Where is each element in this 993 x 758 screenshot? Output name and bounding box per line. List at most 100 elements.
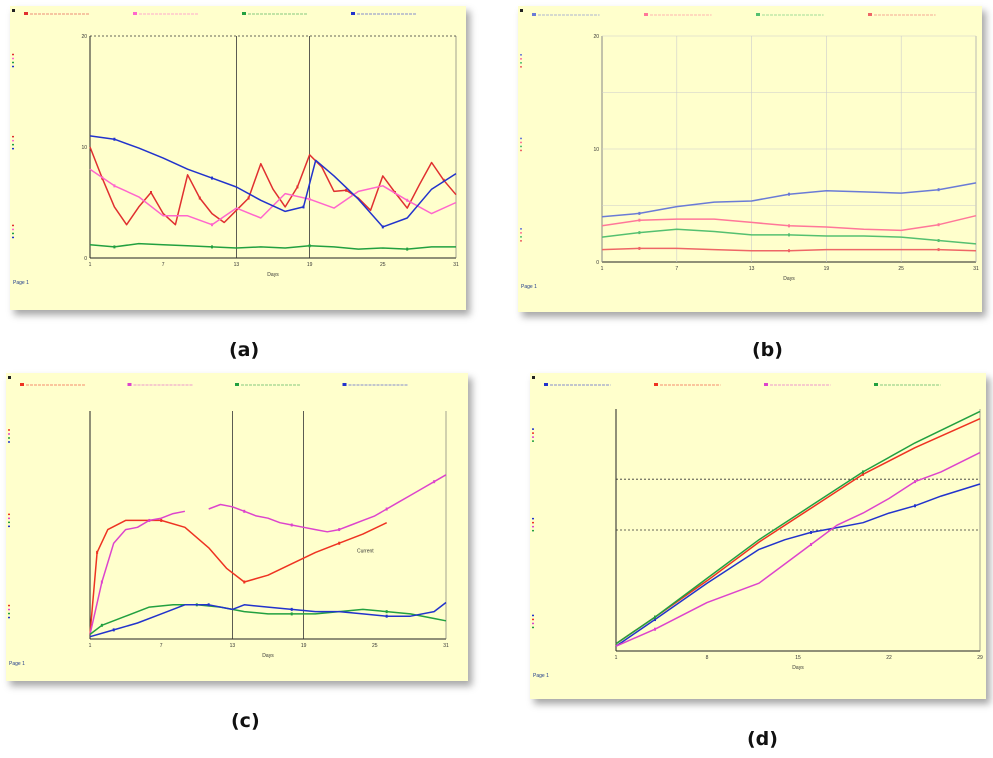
series-line-2 [89,510,186,635]
chart-panel-a: 1 7 13 19 25 31 0 10 20 Days Page 1 [10,6,466,310]
caption-c: (c) [231,710,260,732]
data-point-marker [937,239,940,243]
left-scale-mark [520,58,522,60]
x-tick-label: 13 [230,643,236,649]
data-point-marker [211,223,213,227]
data-point-marker [937,248,940,252]
legend-swatch-2 [127,383,132,386]
data-point-marker [207,603,210,607]
legend-swatch-3 [764,383,768,386]
data-point-marker [338,541,341,545]
x-tick-label: 19 [307,262,313,268]
chart-panel-c: 1 7 13 19 25 31 Days Page 1 Current [6,373,468,681]
left-scale-mark [12,224,14,227]
left-scale-mark [532,440,534,442]
left-scale-mark [12,61,14,64]
data-point-marker [914,504,916,508]
x-tick-label: 1 [615,655,618,661]
series-line-1 [615,483,981,647]
left-scale-mark [12,236,14,239]
left-scale-mark [12,139,14,142]
x-axis-title: Days [267,272,279,278]
x-tick-label: 1 [601,266,604,272]
x-tick-label: 19 [301,643,307,649]
x-tick-label: 13 [749,266,755,272]
left-scale-mark [532,428,534,430]
corner-marker [520,9,523,12]
data-point-marker [290,612,293,616]
x-axis-title: Days [783,276,795,282]
legend-swatch-3 [756,13,760,16]
y-tick-label: 20 [81,34,87,40]
left-scale-mark [8,513,10,516]
x-tick-label: 1 [89,643,92,649]
data-point-marker [788,224,790,228]
data-point-marker [638,231,641,235]
data-point-marker [638,211,641,215]
data-point-marker [914,480,916,484]
series-line-1 [601,182,977,218]
data-point-marker [100,623,103,627]
left-scale-mark [532,436,534,438]
legend-swatch-3 [242,12,246,15]
x-tick-label: 31 [443,643,449,649]
data-point-marker [381,225,384,229]
chart-d-svg: 1 8 15 22 29 Days Page 1 [532,376,983,679]
y-tick-label: 20 [593,34,599,40]
data-point-marker [290,607,293,611]
data-point-marker [296,185,299,189]
left-scale-mark [532,626,534,629]
data-point-marker [113,137,116,141]
left-scale-mark [8,525,10,528]
legend-swatch-4 [868,13,872,16]
left-scale-mark [532,521,534,524]
x-tick-label: 25 [372,643,378,649]
left-scale-mark [532,432,534,434]
corner-marker [8,376,11,379]
data-point-marker [100,580,103,584]
caption-a: (a) [229,339,260,361]
legend-swatch-4 [874,383,878,386]
corner-marker [12,9,15,12]
data-point-marker [937,188,940,192]
data-point-marker [160,518,163,522]
left-scale-mark [8,437,10,439]
data-point-marker [211,245,213,249]
left-scale-mark [12,143,14,146]
x-axis-title: Days [262,653,274,659]
data-point-marker [385,610,388,614]
left-scale-mark [12,65,14,68]
left-scale-mark [12,53,14,56]
legend-swatch-3 [235,383,239,386]
left-scale-mark [520,141,522,144]
series-line-3 [89,604,447,635]
data-point-marker [862,472,864,476]
data-point-marker [810,530,812,534]
x-tick-label: 1 [89,262,92,268]
legend-swatch-1 [24,12,28,15]
data-point-marker [302,205,305,209]
data-point-marker [113,184,116,188]
data-point-marker [654,615,656,619]
legend-swatch-2 [654,383,658,386]
data-point-marker [654,627,656,631]
left-scale-mark [8,433,10,435]
data-point-marker [148,518,151,522]
caption-d: (d) [747,728,778,750]
x-tick-label: 8 [706,655,709,661]
data-point-marker [112,628,115,632]
y-tick-label: 10 [81,145,87,151]
x-tick-label: 22 [886,655,892,661]
left-scale-mark [12,135,14,138]
data-point-marker [406,247,409,251]
series-line-4 [615,410,981,645]
series-line-2 [615,418,981,645]
data-point-marker [243,580,246,584]
data-point-marker [433,480,436,484]
y-tick-label: 0 [596,260,599,266]
x-tick-label: 31 [973,266,979,272]
data-point-marker [654,618,656,622]
x-tick-label: 19 [824,266,830,272]
series-line-4 [89,135,457,228]
legend-swatch-4 [351,12,355,15]
